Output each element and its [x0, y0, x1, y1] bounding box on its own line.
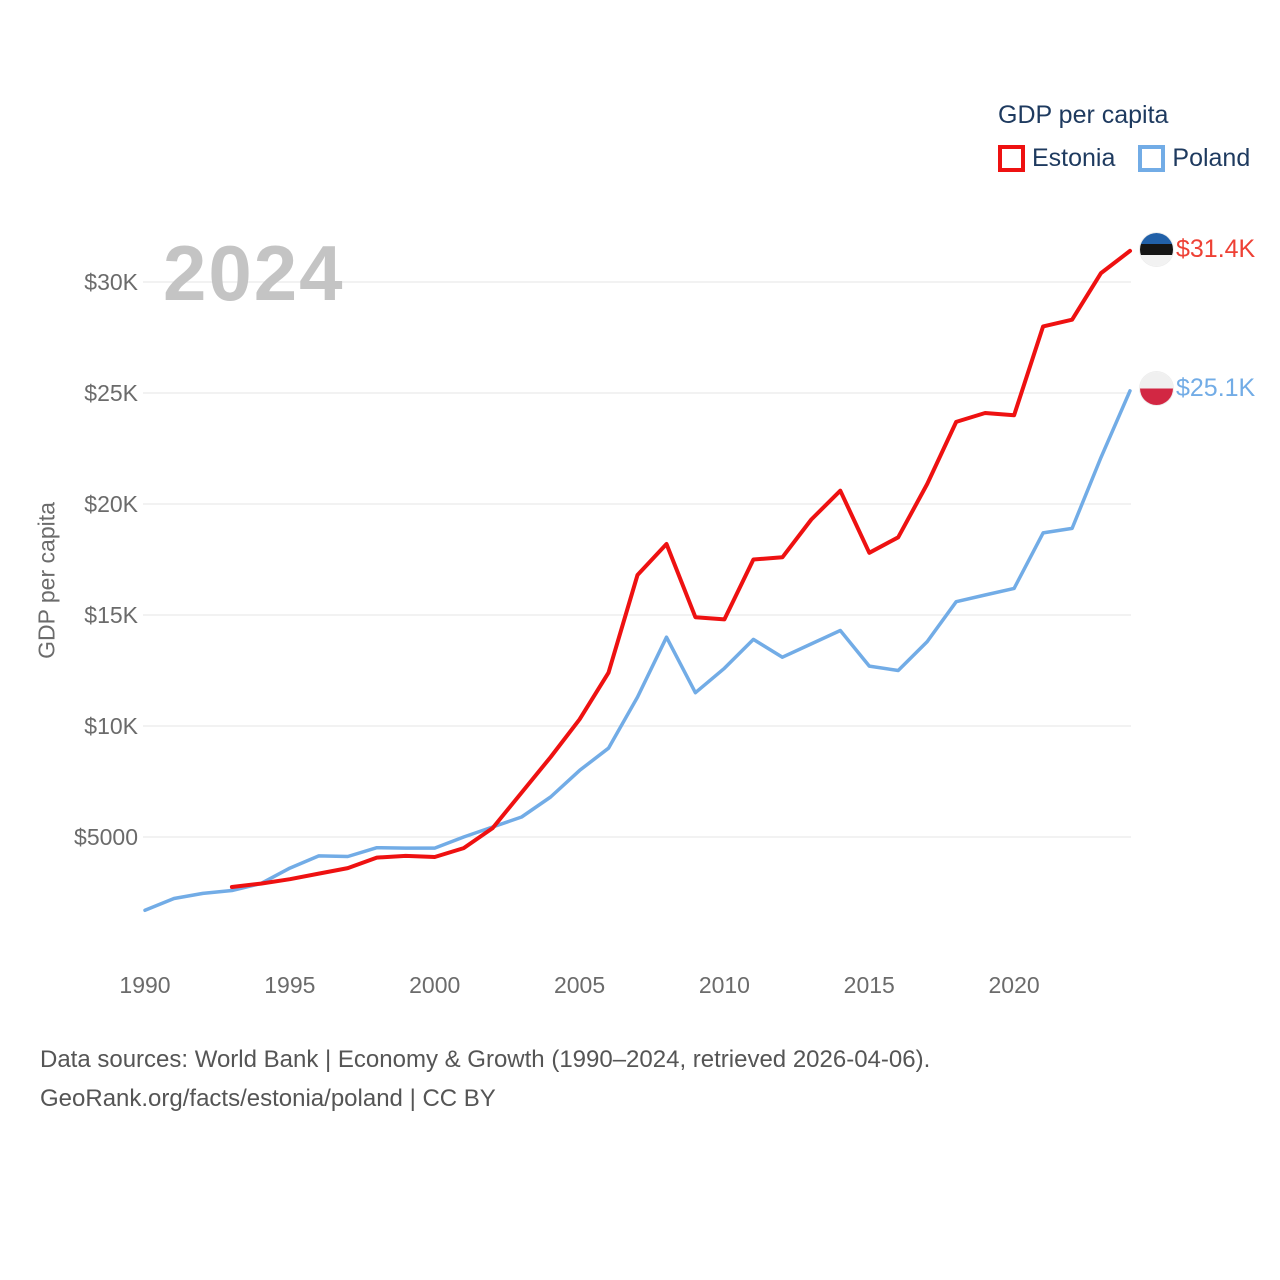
x-tick-label: 2020: [988, 972, 1040, 998]
footer-sources-line: Data sources: World Bank | Economy & Gro…: [40, 1046, 931, 1073]
y-tick-label: $10K: [84, 713, 138, 739]
year-watermark: 2024: [163, 229, 345, 317]
y-tick-label: $15K: [84, 602, 138, 628]
estonia-end-value: $31.4K: [1176, 235, 1256, 263]
footer: Data sources: World Bank | Economy & Gro…: [40, 1040, 930, 1118]
y-tick-label: $5000: [74, 824, 138, 850]
poland-end-value: $25.1K: [1176, 374, 1256, 402]
legend: GDP per capita Estonia Poland: [998, 101, 1250, 173]
poland-swatch-icon: [1138, 145, 1166, 172]
estonia-swatch-icon: [998, 145, 1025, 172]
footer-attribution-line: GeoRank.org/facts/estonia/poland | CC BY: [40, 1085, 496, 1112]
legend-title: GDP per capita: [998, 101, 1169, 129]
legend-item-poland[interactable]: Poland: [1115, 144, 1250, 173]
x-tick-label: 2000: [409, 972, 461, 998]
poland-flag-icon: [1140, 372, 1173, 405]
x-tick-label: 2015: [843, 972, 895, 998]
x-tick-label: 1995: [264, 972, 316, 998]
y-tick-label: $25K: [84, 380, 138, 406]
estonia-flag-icon: [1140, 233, 1173, 266]
legend-label-estonia: Estonia: [1032, 144, 1116, 172]
legend-items: Estonia Poland: [998, 144, 1250, 173]
x-tick-label: 2010: [698, 972, 750, 998]
x-tick-label: 2005: [553, 972, 606, 998]
y-tick-label: $20K: [84, 491, 138, 517]
y-tick-label: $30K: [84, 269, 138, 295]
legend-label-poland: Poland: [1172, 144, 1251, 172]
estonia-line[interactable]: [229, 248, 1132, 889]
x-tick-label: 1990: [119, 972, 171, 998]
poland-line[interactable]: [143, 389, 1132, 913]
legend-item-estonia[interactable]: Estonia: [998, 144, 1115, 173]
